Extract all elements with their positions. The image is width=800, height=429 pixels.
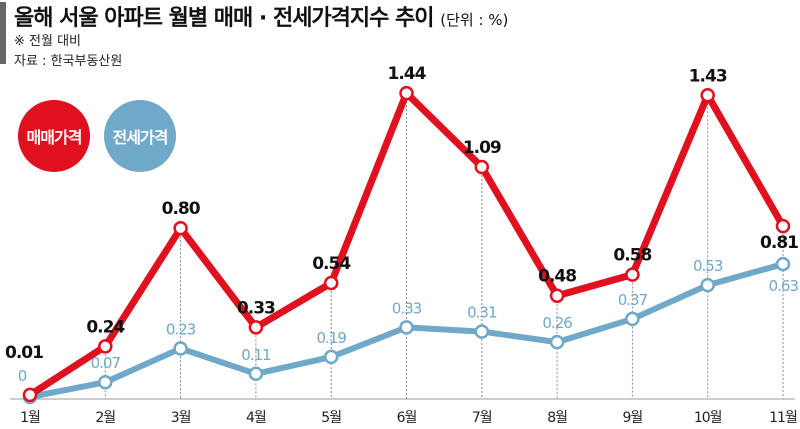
x-tick-label: 11월 [769, 410, 797, 426]
sale-data-label: 0.81 [760, 233, 798, 253]
sale-data-label: 0.54 [312, 254, 351, 274]
sale-point [399, 85, 414, 101]
jeonse-data-label: 0.19 [316, 329, 346, 347]
jeonse-point [173, 341, 188, 356]
note: ※ 전월 대비 [14, 34, 81, 49]
sale-data-label: 0.58 [613, 246, 651, 266]
jeonse-data-label: 0.33 [392, 299, 422, 317]
sale-data-label: 1.09 [463, 138, 501, 158]
sale-point [98, 339, 113, 354]
sale-data-label: 1.43 [689, 66, 727, 86]
jeonse-point [549, 334, 565, 350]
jeonse-data-label: 0.23 [166, 320, 196, 338]
title-accent-bar [0, 2, 6, 64]
legend-sale: 매매가격 [18, 100, 90, 172]
sale-data-label: 0.80 [162, 199, 201, 219]
jeonse-point [775, 256, 791, 272]
legend-jeonse: 전세가격 [104, 100, 176, 172]
x-tick-label: 9월 [623, 410, 643, 426]
sale-point [248, 320, 264, 335]
x-tick-label: 5월 [321, 410, 341, 426]
x-tick-label: 2월 [95, 410, 115, 426]
jeonse-point [474, 324, 490, 339]
unit-label: (단위 : %) [440, 11, 509, 29]
chart-title: 올해 서울 아파트 월별 매매 · 전세가격지수 추이 (단위 : %) [14, 0, 508, 32]
x-tick-label: 4월 [246, 410, 266, 426]
jeonse-data-label: 0 [18, 367, 27, 385]
jeonse-data-label: 0.37 [618, 291, 648, 309]
jeonse-point [98, 374, 113, 390]
sale-point [625, 267, 640, 282]
x-tick-label: 10월 [694, 410, 722, 426]
sale-point [22, 387, 38, 403]
jeonse-point [248, 366, 264, 382]
jeonse-point [700, 277, 715, 293]
sale-data-label: 0.33 [237, 298, 275, 318]
jeonse-data-label: 0.11 [241, 346, 271, 364]
title-text: 올해 서울 아파트 월별 매매 · 전세가격지수 추이 [14, 6, 435, 31]
x-tick-label: 3월 [171, 410, 191, 426]
sale-point [700, 88, 715, 103]
x-tick-label: 7월 [472, 410, 492, 426]
jeonse-data-label: 0.07 [91, 354, 121, 372]
sale-point [474, 159, 490, 175]
jeonse-data-label: 0.53 [693, 257, 723, 275]
jeonse-point [323, 349, 339, 365]
sale-data-label: 0.01 [5, 343, 43, 363]
jeonse-data-label: 0.63 [769, 277, 799, 295]
jeonse-data-label: 0.31 [467, 304, 497, 322]
jeonse-point [399, 320, 414, 335]
sale-data-label: 0.24 [86, 317, 125, 337]
x-tick-label: 1월 [20, 410, 40, 426]
x-tick-label: 8월 [547, 410, 567, 426]
jeonse-point [625, 311, 640, 327]
sale-point [323, 275, 339, 291]
sale-point [775, 218, 791, 234]
sale-data-label: 0.48 [538, 267, 576, 287]
x-tick-label: 6월 [397, 410, 417, 426]
jeonse-data-label: 0.26 [542, 314, 572, 332]
source: 자료 : 한국부동산원 [14, 54, 123, 69]
sale-point [549, 288, 565, 303]
sale-data-label: 1.44 [388, 64, 427, 84]
sale-point [173, 220, 188, 236]
